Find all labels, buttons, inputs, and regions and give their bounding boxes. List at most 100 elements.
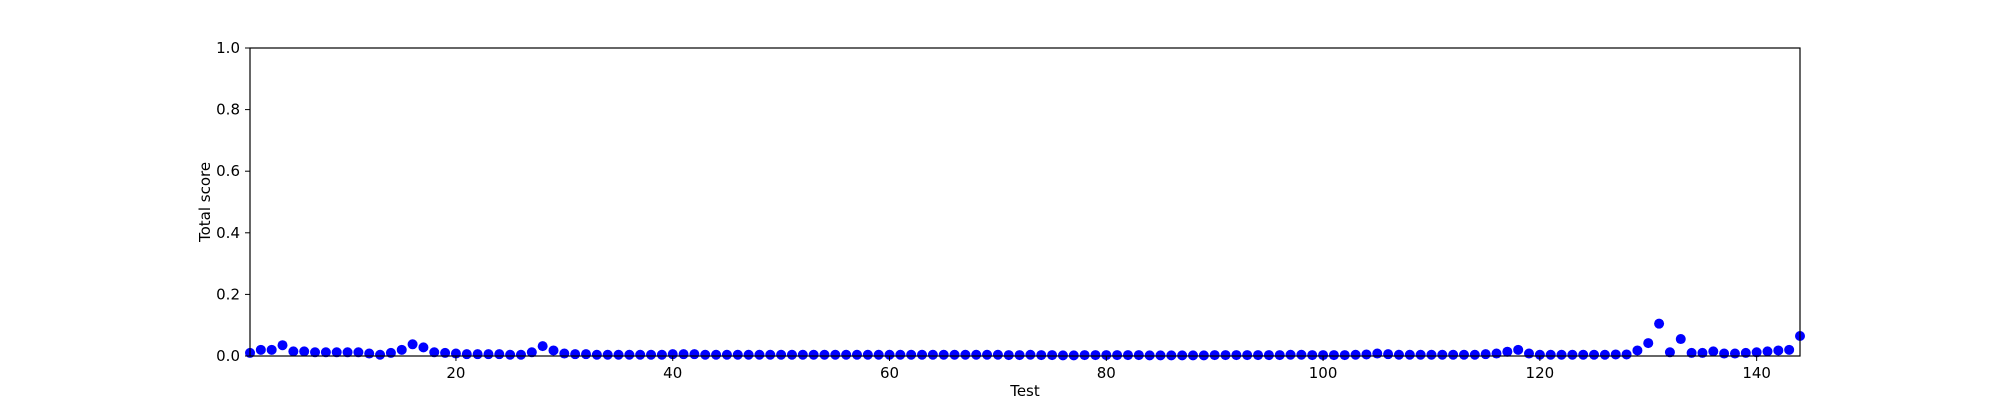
- data-point: [1491, 348, 1502, 359]
- data-point: [700, 349, 711, 360]
- data-point: [786, 349, 797, 360]
- data-point: [1068, 350, 1079, 361]
- data-point: [884, 349, 895, 360]
- y-axis-title: Total score: [196, 162, 214, 243]
- data-point: [1361, 349, 1372, 360]
- data-point: [331, 347, 342, 358]
- data-point: [1231, 350, 1242, 361]
- data-point: [483, 349, 494, 360]
- data-point: [1383, 349, 1394, 360]
- x-tick-label: 60: [880, 364, 899, 382]
- data-point: [1480, 349, 1491, 360]
- data-point: [364, 348, 375, 359]
- data-point: [537, 341, 548, 352]
- data-point: [255, 344, 266, 355]
- x-tick-label: 40: [663, 364, 682, 382]
- data-point: [1469, 349, 1480, 360]
- data-point: [960, 349, 971, 360]
- data-point: [1415, 349, 1426, 360]
- data-point: [353, 347, 364, 358]
- data-point: [678, 349, 689, 360]
- data-point: [461, 349, 472, 360]
- data-point: [1296, 349, 1307, 360]
- data-point: [1524, 348, 1535, 359]
- y-tick-label: 0.2: [216, 285, 240, 303]
- data-point: [776, 349, 787, 360]
- data-point: [732, 349, 743, 360]
- data-point: [1675, 334, 1686, 345]
- data-point: [1404, 349, 1415, 360]
- data-point: [1090, 350, 1101, 361]
- data-point: [873, 349, 884, 360]
- data-point: [1253, 350, 1264, 361]
- data-point: [1621, 349, 1632, 360]
- data-point: [1545, 349, 1556, 360]
- data-point: [277, 340, 288, 351]
- data-point: [1209, 350, 1220, 361]
- data-point: [1437, 349, 1448, 360]
- data-point: [1285, 349, 1296, 360]
- y-tick-label: 0.0: [216, 347, 240, 365]
- data-point: [1036, 350, 1047, 361]
- data-point: [1773, 345, 1784, 356]
- data-point: [526, 347, 537, 358]
- data-point: [689, 349, 700, 360]
- data-point: [1220, 350, 1231, 361]
- data-point: [515, 349, 526, 360]
- data-point: [646, 349, 657, 360]
- data-point: [624, 349, 635, 360]
- data-point: [1751, 347, 1762, 358]
- data-point: [1079, 350, 1090, 361]
- data-point: [1188, 350, 1199, 361]
- data-point: [711, 349, 722, 360]
- data-point: [1458, 349, 1469, 360]
- data-point: [602, 349, 613, 360]
- data-point: [1589, 349, 1600, 360]
- data-point: [830, 349, 841, 360]
- x-tick-label: 100: [1309, 364, 1338, 382]
- data-point: [862, 349, 873, 360]
- data-point: [1393, 349, 1404, 360]
- data-point: [472, 349, 483, 360]
- data-point: [407, 339, 418, 350]
- data-point: [342, 347, 353, 358]
- data-point: [559, 348, 570, 359]
- data-point: [1534, 349, 1545, 360]
- data-point: [1101, 350, 1112, 361]
- data-point: [1003, 350, 1014, 361]
- data-point: [1328, 350, 1339, 361]
- data-point: [288, 346, 299, 357]
- data-point: [548, 345, 559, 356]
- axis-ticks: 20 40 60 80 100 120 140 0.0 0.2 0.4 0.6 0.8 1.0: [216, 39, 1771, 382]
- data-point: [1133, 350, 1144, 361]
- data-point: [743, 349, 754, 360]
- data-point: [982, 349, 993, 360]
- data-point: [1057, 350, 1068, 361]
- data-point: [1502, 346, 1513, 357]
- data-point: [1274, 350, 1285, 361]
- data-point: [635, 349, 646, 360]
- data-point: [1198, 350, 1209, 361]
- data-point: [1144, 350, 1155, 361]
- data-point: [656, 349, 667, 360]
- data-point: [1719, 348, 1730, 359]
- data-point: [494, 349, 505, 360]
- data-point: [797, 349, 808, 360]
- data-point: [1177, 350, 1188, 361]
- data-point: [1122, 350, 1133, 361]
- data-point: [591, 349, 602, 360]
- data-point: [1047, 350, 1058, 361]
- data-point: [1307, 350, 1318, 361]
- data-point: [906, 349, 917, 360]
- data-point: [1112, 350, 1123, 361]
- data-point: [1166, 350, 1177, 361]
- data-point: [808, 349, 819, 360]
- data-point: [310, 347, 321, 358]
- data-point: [1372, 348, 1383, 359]
- data-point: [1784, 344, 1795, 355]
- data-point: [938, 349, 949, 360]
- y-tick-label: 0.8: [216, 101, 240, 119]
- data-point: [396, 344, 407, 355]
- data-point: [895, 349, 906, 360]
